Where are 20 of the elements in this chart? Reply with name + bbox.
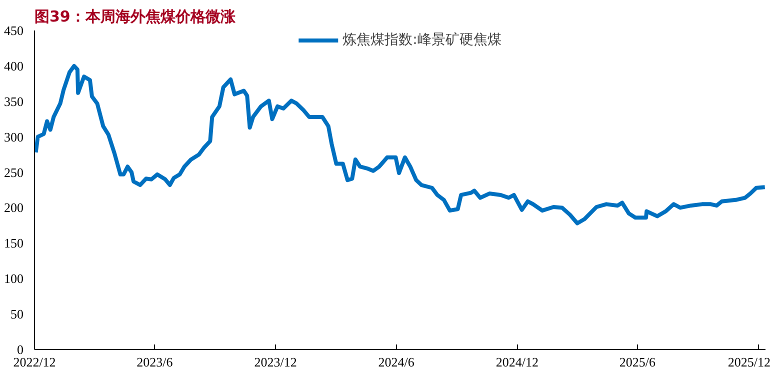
chart-title: 图39：本周海外焦煤价格微涨 <box>34 8 236 26</box>
x-tick-label: 2024/6 <box>378 354 415 370</box>
y-tick-label: 400 <box>4 58 24 74</box>
x-tick-label: 2023/6 <box>136 354 174 370</box>
y-tick-label: 0 <box>17 342 24 357</box>
y-tick-label: 250 <box>4 164 24 180</box>
y-tick-label: 350 <box>4 94 24 109</box>
x-tick-label: 2025/6 <box>619 354 656 370</box>
y-tick-label: 450 <box>4 23 24 38</box>
legend-label: 炼焦煤指数:峰景矿硬焦煤 <box>342 31 502 49</box>
x-tick-label: 2024/12 <box>496 354 539 370</box>
x-tick-label: 2025/12 <box>728 354 771 370</box>
x-tick-label: 2023/12 <box>254 354 297 370</box>
y-tick-label: 50 <box>10 306 24 322</box>
y-tick-label: 100 <box>4 271 24 286</box>
y-tick-label: 150 <box>4 236 24 251</box>
x-tick-label: 2022/12 <box>13 354 56 370</box>
y-tick-label: 300 <box>4 129 24 144</box>
line-series <box>34 64 766 226</box>
y-tick-label: 200 <box>4 200 24 216</box>
